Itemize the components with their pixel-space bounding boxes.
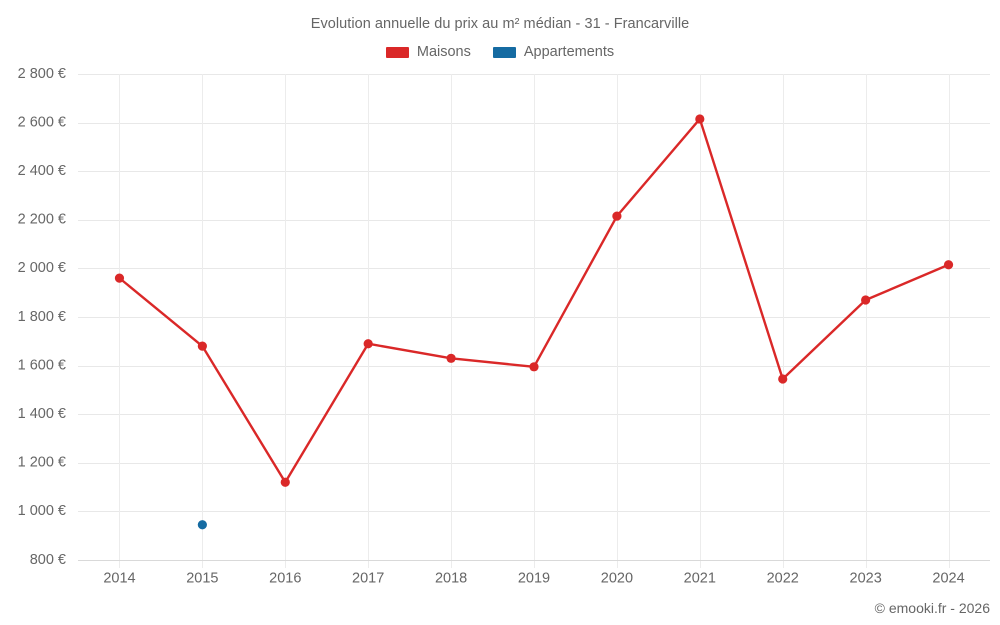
x-tick-label: 2024: [932, 571, 964, 587]
data-point[interactable]: [197, 520, 207, 530]
y-tick-label: 800 €: [30, 552, 66, 568]
x-tick-label: 2021: [684, 571, 716, 587]
y-tick-label: 2 600 €: [18, 114, 66, 130]
x-tick-label: 2016: [269, 571, 301, 587]
x-tick-label: 2020: [601, 571, 633, 587]
y-tick-label: 2 200 €: [18, 212, 66, 228]
chart-title: Evolution annuelle du prix au m² médian …: [310, 16, 690, 32]
x-tick-label: 2015: [186, 571, 218, 587]
x-tick-label: 2014: [103, 571, 135, 587]
y-tick-labels: 800 € 1 000 € 1 200 € 1 400 € 1 600 € 1 800 €…: [18, 66, 66, 568]
data-points: [114, 114, 954, 530]
legend-swatch-maisons: [385, 46, 409, 58]
x-tick-labels: 2014 2015 2016 2017 2018 2019 2020 2021 2022 2023…: [103, 571, 964, 587]
data-point[interactable]: [114, 273, 125, 283]
data-point[interactable]: [943, 260, 954, 270]
legend-label-maisons: Maisons: [416, 44, 471, 60]
y-tick-label: 2 000 €: [18, 260, 66, 276]
y-tick-label: 1 200 €: [18, 455, 66, 471]
data-point[interactable]: [363, 339, 373, 349]
data-point[interactable]: [280, 477, 290, 487]
x-tick-label: 2023: [850, 571, 882, 587]
copyright-footer: © emooki.fr - 2026: [874, 600, 990, 616]
data-point[interactable]: [197, 341, 207, 351]
y-tick-label: 1 400 €: [18, 406, 66, 422]
y-tick-label: 2 800 €: [18, 66, 66, 82]
data-point[interactable]: [446, 353, 456, 363]
data-point[interactable]: [695, 114, 705, 124]
y-tick-label: 1 000 €: [18, 503, 66, 519]
y-tick-label: 1 600 €: [18, 357, 66, 373]
legend-item-maisons[interactable]: Maisons: [385, 44, 471, 60]
x-tick-label: 2017: [352, 571, 384, 587]
x-gridlines: [119, 74, 950, 568]
x-tick-label: 2022: [767, 571, 799, 587]
x-tick-label: 2019: [518, 571, 550, 587]
chart-legend: Maisons Appartements: [0, 44, 1000, 60]
data-point[interactable]: [861, 295, 871, 305]
legend-label-appartements: Appartements: [523, 44, 615, 60]
legend-swatch-appartements: [492, 46, 516, 58]
data-point[interactable]: [612, 211, 622, 221]
data-point[interactable]: [529, 362, 539, 372]
data-point[interactable]: [778, 374, 788, 384]
y-tick-label: 2 400 €: [18, 163, 66, 179]
x-tick-label: 2018: [435, 571, 467, 587]
y-tick-label: 1 800 €: [18, 309, 66, 325]
legend-item-appartements[interactable]: Appartements: [492, 44, 615, 60]
